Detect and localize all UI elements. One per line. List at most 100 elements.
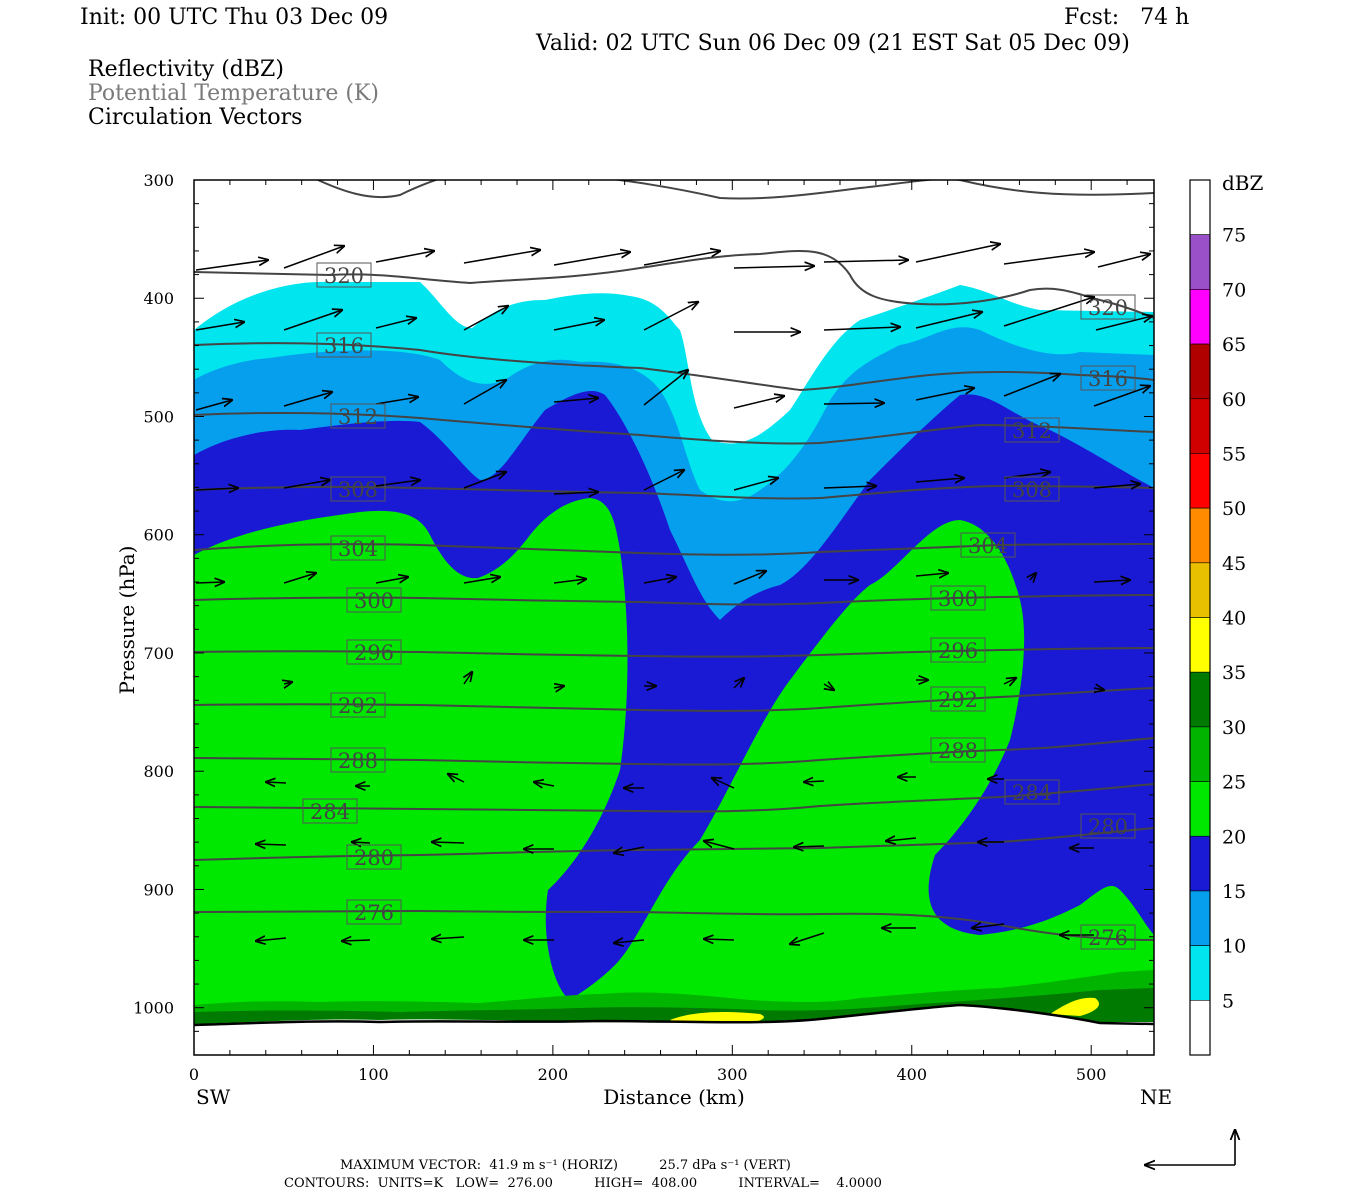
y-tick-label: 900 [143, 880, 174, 899]
circulation-vector [283, 480, 330, 489]
circulation-vector [1093, 484, 1140, 488]
colorbar-label: 45 [1222, 553, 1246, 575]
circulation-vector [464, 672, 472, 685]
below-ground [194, 1004, 1154, 1055]
circulation-vector [553, 492, 598, 494]
max-vector-text: MAXIMUM VECTOR: 41.9 m s⁻¹ (HORIZ) 25.7 … [340, 1158, 791, 1173]
colorbar-label: 15 [1222, 881, 1246, 903]
theta-line-292 [194, 687, 1154, 712]
theta-contour-label: 288 [930, 737, 986, 763]
theta-contour-label: 320 [1080, 294, 1136, 320]
circulation-vector [704, 841, 735, 850]
theta-line-280 [194, 827, 1154, 861]
circulation-vector [823, 327, 900, 330]
svg-text:288: 288 [938, 739, 978, 763]
svg-text:312: 312 [1012, 419, 1052, 443]
svg-text:288: 288 [338, 749, 378, 773]
circulation-vector [712, 778, 735, 789]
circulation-vector [195, 488, 238, 490]
circulation-vectors [195, 244, 1152, 944]
circulation-vector [915, 478, 964, 482]
x-tick-label: 500 [1076, 1065, 1107, 1084]
theta-contour-label: 312 [1004, 417, 1060, 443]
theta-contour-label: 280 [1080, 813, 1136, 839]
circulation-vector [553, 320, 604, 331]
x-tick-label: 0 [189, 1065, 199, 1084]
circulation-vector [195, 260, 268, 271]
svg-text:308: 308 [338, 478, 378, 502]
circulation-vector [886, 838, 917, 841]
theta-contour-label: 276 [346, 899, 402, 925]
reflectivity-fill: 320 320 316 316 312 312 308 308 304 304 300 300 296 2… [194, 180, 1154, 1055]
circulation-vector [614, 846, 645, 853]
circulation-vector [643, 370, 688, 406]
circulation-vector [283, 573, 316, 584]
circulation-vector [643, 577, 676, 584]
svg-text:316: 316 [1088, 367, 1128, 391]
circulation-vector [915, 244, 1000, 263]
colorbar-label: 60 [1222, 389, 1246, 411]
circulation-vector [824, 684, 834, 690]
y-axis-label: Pressure (hPa) [115, 546, 139, 695]
circulation-vector [463, 306, 508, 331]
colorbar-swatch [1189, 890, 1211, 946]
theta-line-320 [194, 249, 1154, 319]
theta-contour-label: 292 [330, 692, 386, 718]
theta-contour-label: 276 [1080, 924, 1136, 950]
colorbar-swatch [1189, 835, 1211, 892]
circulation-vector [1093, 386, 1150, 407]
colorbar-label: 75 [1222, 225, 1246, 247]
y-tick-labels: 300 400 500 600 700 800 900 1000 [133, 171, 174, 1018]
colorbar-swatch [1189, 671, 1211, 728]
colorbar-swatch [1189, 617, 1211, 673]
colorbar-label: 35 [1222, 662, 1246, 684]
circulation-vector [553, 579, 586, 583]
theta-contour-label: 312 [330, 403, 386, 429]
colorbar-label: 20 [1222, 826, 1246, 848]
circulation-vector [375, 397, 418, 405]
colorbar-label: 40 [1222, 608, 1246, 630]
theta-line-316 [194, 342, 1154, 392]
init-time: Init: 00 UTC Thu 03 Dec 09 [80, 5, 389, 30]
circulation-vector [643, 251, 720, 266]
circulation-vector [823, 403, 884, 404]
svg-text:284: 284 [1012, 781, 1052, 805]
circulation-vector [375, 318, 416, 329]
svg-text:292: 292 [938, 688, 978, 712]
circulation-vector [283, 246, 344, 269]
dbz-colorbar [1189, 179, 1211, 1056]
svg-text:316: 316 [324, 334, 364, 358]
svg-text:312: 312 [338, 405, 378, 429]
colorbar-swatch [1189, 453, 1211, 509]
circulation-vector [915, 573, 948, 576]
svg-text:304: 304 [338, 537, 378, 561]
circulation-vector [256, 938, 287, 941]
y-tick-label: 800 [143, 762, 174, 781]
field-potential-temperature: Potential Temperature (K) [88, 81, 379, 106]
theta-contour-label: 296 [930, 637, 986, 663]
circulation-vector [463, 380, 506, 405]
y-tick-label: 700 [143, 644, 174, 663]
svg-text:276: 276 [354, 901, 394, 925]
circulation-vector [1095, 316, 1152, 331]
colorbar-swatch [1189, 562, 1211, 618]
circulation-vector [643, 470, 684, 491]
circulation-vector [733, 266, 814, 268]
circulation-vector [195, 400, 232, 411]
circulation-vector [733, 571, 766, 585]
theta-contour-label: 316 [316, 332, 372, 358]
circulation-vector [733, 478, 778, 491]
circulation-vector [972, 924, 1005, 928]
y-tick-label: 600 [143, 526, 174, 545]
svg-text:320: 320 [1088, 296, 1128, 320]
svg-text:276: 276 [1088, 926, 1128, 950]
circulation-vector [1003, 297, 1094, 327]
circulation-vector [554, 686, 564, 688]
y-tick-label: 300 [143, 171, 174, 190]
field-circulation-vectors: Circulation Vectors [88, 105, 303, 130]
theta-contour-label: 300 [930, 585, 986, 611]
circulation-vector [432, 842, 465, 843]
forecast-hour: Fcst: 74 h [1064, 5, 1190, 30]
theta-contour-label: 308 [330, 476, 386, 502]
